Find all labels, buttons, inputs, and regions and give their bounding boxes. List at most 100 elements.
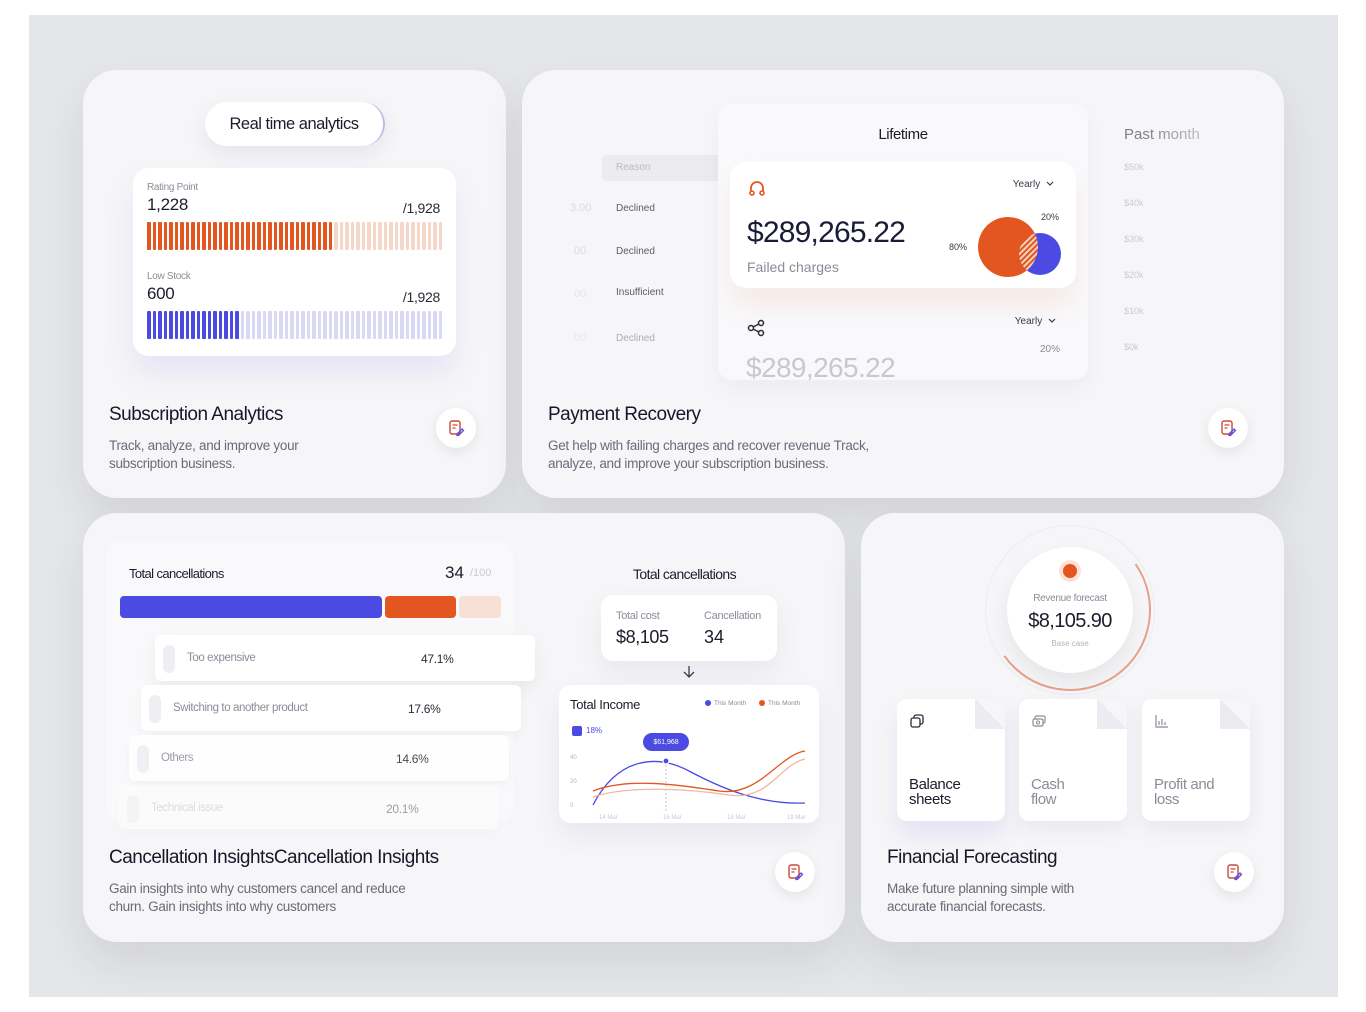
edit-note-icon (788, 864, 804, 881)
bar-segment (312, 222, 316, 250)
doc-cash-flow[interactable]: Cash flow (1019, 699, 1127, 821)
forecast-dot-icon (1063, 564, 1077, 578)
x-tick: 14 Mar (599, 815, 618, 821)
y-tick: 0 (570, 803, 574, 809)
subscription-desc-line1: Track, analyze, and improve your (109, 438, 299, 453)
bar-segment (400, 222, 404, 250)
cancellation-insights-card[interactable]: Total cancellations 34 /100 Too expensiv… (83, 513, 845, 942)
period-select-1[interactable]: Yearly (1013, 179, 1054, 190)
reason-name: Switching to another product (173, 702, 308, 714)
reason-pct: 14.6% (396, 752, 429, 766)
bar-segment (312, 311, 316, 339)
bar-segment (158, 222, 162, 250)
low-stock-label: Low Stock (147, 271, 191, 282)
metrics-panel: Rating Point 1,228 /1,928 Low Stock 600 … (133, 168, 456, 356)
bar-segment (356, 311, 360, 339)
bar-segment (405, 222, 409, 250)
bar-segment (273, 222, 277, 250)
bar-segment (284, 222, 288, 250)
payment-recovery-card[interactable]: Reason 3.00 Declined 00 Declined 00 Insu… (522, 70, 1284, 498)
reason-name: Too expensive (187, 652, 256, 664)
realtime-pill-label: Real time analytics (229, 114, 359, 133)
past-month-tick: $20k (1124, 270, 1144, 280)
past-month-panel: Past month $50k$40k$30k$20k$10k$0k (1102, 104, 1284, 354)
bar-segment (328, 311, 332, 339)
reason-row-too-expensive[interactable]: Too expensive 47.1% (155, 635, 535, 681)
rating-point-total: /1,928 (402, 200, 440, 216)
realtime-pill: Real time analytics (205, 102, 385, 146)
past-month-tick: $0k (1124, 342, 1139, 352)
bar-segment (257, 222, 261, 250)
bar-segment (339, 222, 343, 250)
total-cost-label: Total cost (616, 610, 660, 622)
bar-segment (372, 311, 376, 339)
total-cancellations-label: Total cancellations (129, 566, 224, 581)
financial-forecasting-card[interactable]: Revenue forecast $8,105.90 Base case Bal… (861, 513, 1284, 942)
bar-segment (416, 311, 420, 339)
reason-row-others[interactable]: Others 14.6% (129, 735, 509, 781)
bar-segment (328, 222, 332, 250)
rating-point-bar (147, 222, 442, 250)
bar-segment (251, 222, 255, 250)
bar-segment (378, 222, 382, 250)
forecast-label: Revenue forecast (1033, 593, 1107, 604)
bar-segment (345, 311, 349, 339)
doc-profit-loss[interactable]: Profit and loss (1142, 699, 1250, 821)
total-income-card: Total Income This Month This Month 18% 4… (559, 685, 819, 823)
right-total-cancellations-title: Total cancellations (633, 566, 737, 582)
bar-segment (257, 311, 261, 339)
chart-tooltip: $61,968 (643, 733, 689, 751)
cancellation-bar-orange (385, 596, 456, 618)
edit-note-icon (1221, 420, 1237, 437)
reason-row-switching[interactable]: Switching to another product 17.6% (141, 685, 521, 731)
bar-segment (174, 222, 178, 250)
reason-header: Reason (602, 155, 724, 181)
doc-label: Profit and loss (1154, 777, 1215, 807)
bar-segment (378, 311, 382, 339)
bar-segment (427, 222, 431, 250)
bar-segment (405, 311, 409, 339)
subscription-analytics-card[interactable]: Real time analytics Rating Point 1,228 /… (83, 70, 506, 498)
cancellation-edit-button[interactable] (775, 852, 815, 892)
series-blue-line (592, 760, 806, 806)
reasons-table: Reason 3.00 Declined 00 Declined 00 Insu… (552, 110, 724, 360)
bar-segment (196, 222, 200, 250)
bar-segment (306, 311, 310, 339)
bar-segment (433, 311, 437, 339)
bar-segment (202, 222, 206, 250)
bar-segment (306, 222, 310, 250)
bar-segment (185, 222, 189, 250)
bar-segment (147, 311, 151, 339)
bar-segment (229, 311, 233, 339)
period-select-2[interactable]: Yearly (1015, 316, 1056, 327)
past-month-tick: $30k (1124, 234, 1144, 244)
total-cancellations-value: 34 (445, 563, 464, 582)
bar-segment (191, 311, 195, 339)
subscription-edit-button[interactable] (436, 408, 476, 448)
forecast-edit-button[interactable] (1214, 852, 1254, 892)
doc-label-line1: Balance (909, 776, 961, 793)
bar-segment (213, 311, 217, 339)
bar-segment (422, 311, 426, 339)
forecast-desc-line2: accurate financial forecasts. (887, 899, 1046, 914)
lifetime-stat-card: Yearly $289,265.22 Failed charges 80% 20… (730, 162, 1076, 288)
bar-segment (427, 311, 431, 339)
reason-pct: 47.1% (421, 652, 454, 666)
bar-segment (317, 311, 321, 339)
doc-balance-sheets[interactable]: Balance sheets (897, 699, 1005, 821)
bar-segment (202, 311, 206, 339)
reason-row-technical[interactable]: Technical issue 20.1% (119, 785, 499, 829)
low-stock-total: /1,928 (402, 289, 440, 305)
rating-point-label: Rating Point (147, 182, 198, 193)
subscription-desc: Track, analyze, and improve your subscri… (109, 437, 299, 473)
payment-edit-button[interactable] (1208, 408, 1248, 448)
bar-segment (367, 311, 371, 339)
bar-segment (350, 311, 354, 339)
bar-segment (301, 311, 305, 339)
total-cost-value: $8,105 (616, 627, 669, 647)
bar-segment (152, 311, 156, 339)
growth-badge-label: 18% (586, 726, 603, 736)
chart-tooltip-label: $61,968 (653, 738, 679, 746)
bar-segment (411, 311, 415, 339)
forecast-desc: Make future planning simple with accurat… (887, 880, 1074, 916)
